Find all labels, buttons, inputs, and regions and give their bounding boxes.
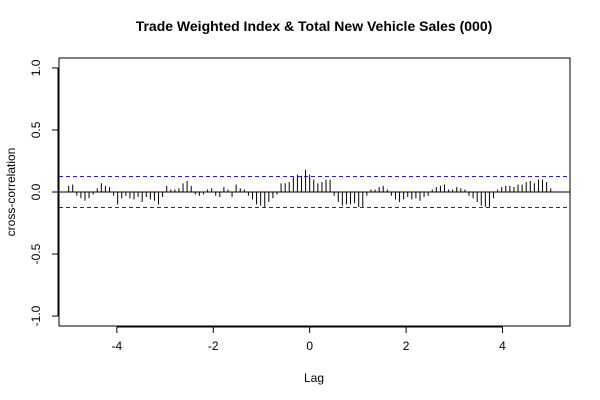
x-tick-label: -4 (112, 339, 123, 353)
y-axis-label: cross-correlation (4, 148, 18, 237)
y-tick-label: 1.0 (29, 59, 43, 76)
ccf-spikes (68, 169, 552, 207)
x-tick-label: 2 (403, 339, 410, 353)
x-tick-label: -2 (208, 339, 219, 353)
y-tick-label: -1.0 (29, 305, 43, 326)
chart-title: Trade Weighted Index & Total New Vehicle… (136, 18, 493, 34)
y-tick-label: -0.5 (29, 243, 43, 264)
x-tick-label: 0 (306, 339, 313, 353)
y-axis: -1.0 -0.5 0.0 0.5 1.0 (29, 59, 59, 326)
x-tick-label: 4 (499, 339, 506, 353)
x-axis: -4 -2 0 2 4 (112, 326, 506, 353)
plot-area (58, 57, 571, 327)
y-tick-label: 0.0 (29, 183, 43, 200)
y-tick-label: 0.5 (29, 121, 43, 138)
x-axis-label: Lag (304, 371, 324, 385)
